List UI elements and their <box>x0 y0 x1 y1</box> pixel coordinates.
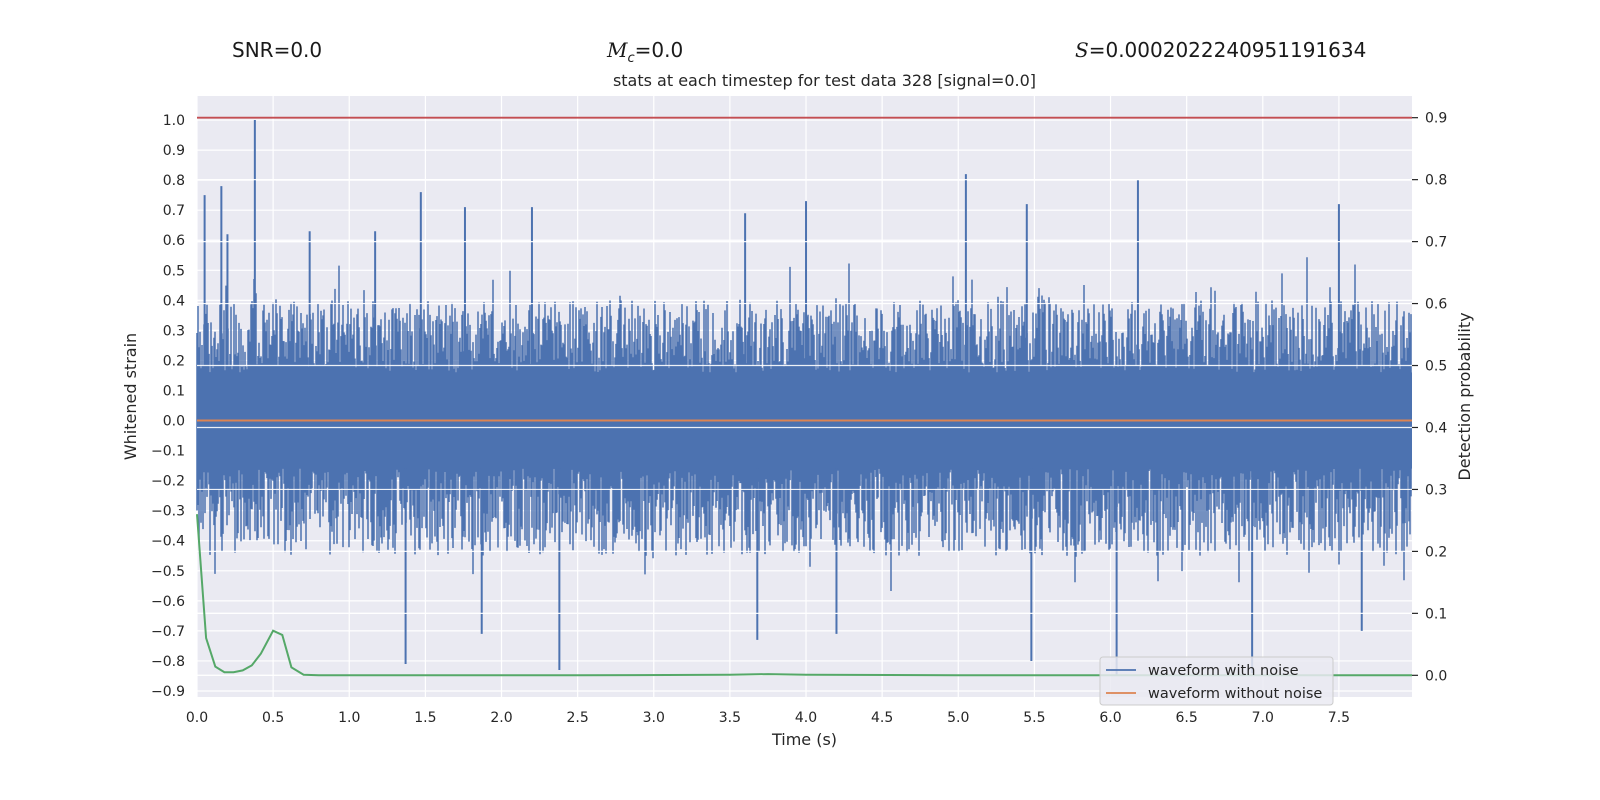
x-tick-label: 4.0 <box>795 710 817 726</box>
chart-title: stats at each timestep for test data 328… <box>612 71 1037 90</box>
y-tick-label: 0.5 <box>163 263 185 279</box>
chirp-mass-stat: Mc=0.0 <box>607 38 684 66</box>
x-axis-label: Time (s) <box>771 730 837 749</box>
y-tick-label: −0.6 <box>151 594 185 610</box>
mc-symbol: M <box>607 38 628 62</box>
snr-value: 0.0 <box>290 38 323 62</box>
snr-stat: SNR=0.0 <box>232 38 323 62</box>
score-stat: S=0.0002022240951191634 <box>1075 38 1367 62</box>
x-tick-label: 2.0 <box>490 710 512 726</box>
x-tick-label: 7.0 <box>1252 710 1274 726</box>
axis-ticks: 0.0 0.5 1.0 1.5 2.0 2.5 3.0 3.5 4.0 4.5 5.0 5.5 6.0 6… <box>151 111 1447 726</box>
y2-tick-label: 0.9 <box>1425 111 1447 127</box>
y2-tick-label: 0.7 <box>1425 235 1447 251</box>
x-tick-label: 4.5 <box>871 710 893 726</box>
y2-tick-label: 0.3 <box>1425 482 1447 498</box>
y-tick-label: −0.3 <box>151 504 185 520</box>
x-tick-label: 5.0 <box>947 710 969 726</box>
y2-axis-label: Detection probability <box>1455 312 1474 480</box>
mc-value: 0.0 <box>651 38 684 62</box>
y-tick-label: −0.7 <box>151 624 185 640</box>
y2-tick-label: 0.5 <box>1425 359 1447 375</box>
legend-label-waveform-without-noise: waveform without noise <box>1148 686 1322 702</box>
detection-probability-line <box>196 514 1412 677</box>
x-tick-label: 0.5 <box>262 710 284 726</box>
x-tick-label: 1.0 <box>338 710 360 726</box>
y-tick-label: 0.6 <box>163 233 185 249</box>
y-axis-label: Whitened strain <box>121 333 140 460</box>
y-tick-label: −0.1 <box>151 444 185 460</box>
y-tick-label: −0.4 <box>151 534 185 550</box>
s-value: 0.0002022240951191634 <box>1105 38 1367 62</box>
y-tick-label: −0.2 <box>151 474 185 490</box>
mc-subscript: c <box>627 51 635 66</box>
y-tick-label: −0.5 <box>151 564 185 580</box>
y-tick-label: 0.7 <box>163 203 185 219</box>
x-tick-label: 6.0 <box>1099 710 1121 726</box>
y-tick-label: 0.2 <box>163 353 185 369</box>
x-tick-label: 7.5 <box>1328 710 1350 726</box>
y-tick-label: 1.0 <box>163 113 185 129</box>
y-tick-label: 0.3 <box>163 323 185 339</box>
x-tick-label: 6.5 <box>1176 710 1198 726</box>
y2-tick-label: 0.6 <box>1425 297 1447 313</box>
x-tick-label: 0.0 <box>186 710 208 726</box>
x-tick-label: 1.5 <box>414 710 436 726</box>
y-tick-label: −0.8 <box>151 654 185 670</box>
y-tick-label: 0.1 <box>163 383 185 399</box>
x-tick-label: 3.5 <box>719 710 741 726</box>
y-tick-label: 0.8 <box>163 173 185 189</box>
y-tick-label: −0.9 <box>151 684 185 700</box>
y-tick-label: 0.4 <box>163 293 185 309</box>
y2-tick-label: 0.8 <box>1425 173 1447 189</box>
y-tick-label: 0.9 <box>163 143 185 159</box>
x-tick-label: 5.5 <box>1023 710 1045 726</box>
y2-tick-label: 0.1 <box>1425 606 1447 622</box>
y2-tick-label: 0.0 <box>1425 668 1447 684</box>
legend-label-waveform-with-noise: waveform with noise <box>1148 663 1299 679</box>
series-lines <box>196 116 1412 677</box>
s-symbol: S <box>1075 38 1089 62</box>
legend: waveform with noise waveform without noi… <box>1099 656 1334 706</box>
y-tick-label: 0.0 <box>163 414 185 430</box>
x-tick-label: 3.0 <box>643 710 665 726</box>
legend-box <box>1099 656 1334 706</box>
snr-label: SNR <box>232 38 274 62</box>
y2-tick-label: 0.4 <box>1425 420 1447 436</box>
x-tick-label: 2.5 <box>567 710 589 726</box>
y2-tick-label: 0.2 <box>1425 544 1447 560</box>
